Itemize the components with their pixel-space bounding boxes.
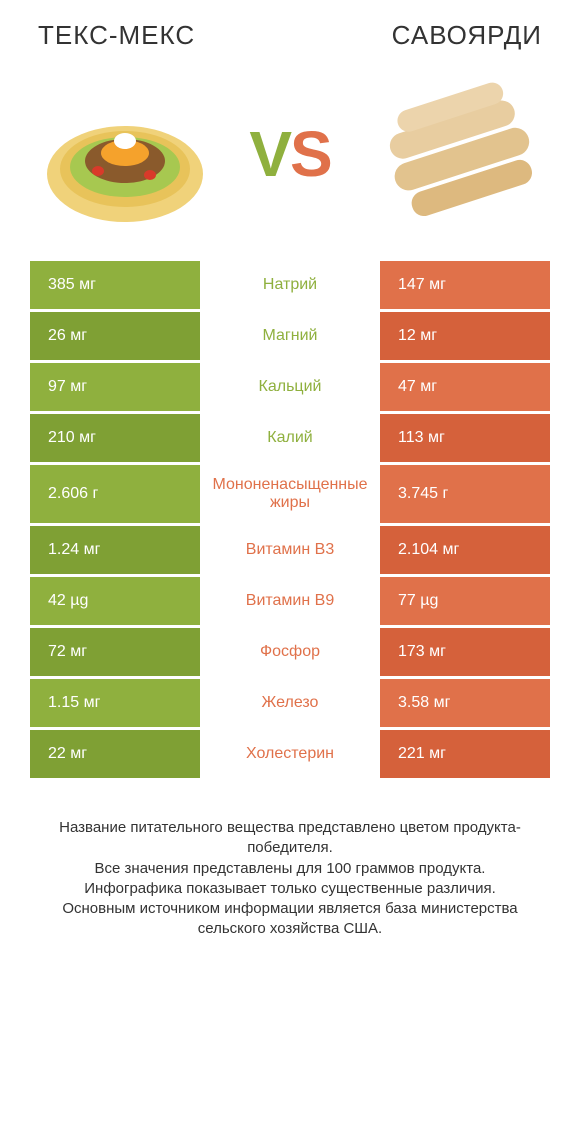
cell-left-value: 2.606 г	[30, 465, 200, 523]
cell-nutrient-label: Железо	[203, 679, 377, 727]
cell-left-value: 1.24 мг	[30, 526, 200, 574]
footer-line: Все значения представлены для 100 граммо…	[34, 859, 546, 879]
cell-right-value: 3.58 мг	[380, 679, 550, 727]
titles-bar: ТЕКС-МЕКС САВОЯРДИ	[30, 20, 550, 61]
footer-line: Основным источником информации является …	[34, 899, 546, 940]
cell-nutrient-label: Витамин B9	[203, 577, 377, 625]
cell-nutrient-label: Магний	[203, 312, 377, 360]
table-row: 22 мгХолестерин221 мг	[30, 730, 550, 778]
title-left: ТЕКС-МЕКС	[38, 20, 195, 51]
food-right-image	[360, 79, 550, 229]
table-row: 2.606 гМононенасыщенные жиры3.745 г	[30, 465, 550, 523]
cell-nutrient-label: Мононенасыщенные жиры	[203, 465, 377, 523]
vs-v: V	[249, 118, 290, 190]
footer-line: Инфографика показывает только существенн…	[34, 879, 546, 899]
cell-nutrient-label: Натрий	[203, 261, 377, 309]
cell-right-value: 12 мг	[380, 312, 550, 360]
cell-right-value: 147 мг	[380, 261, 550, 309]
cell-right-value: 221 мг	[380, 730, 550, 778]
vs-label: VS	[249, 117, 330, 191]
table-row: 210 мгКалий113 мг	[30, 414, 550, 462]
table-row: 97 мгКальций47 мг	[30, 363, 550, 411]
vs-s: S	[290, 118, 331, 190]
table-row: 385 мгНатрий147 мг	[30, 261, 550, 309]
table-row: 26 мгМагний12 мг	[30, 312, 550, 360]
comparison-table: 385 мгНатрий147 мг26 мгМагний12 мг97 мгК…	[30, 261, 550, 778]
cell-nutrient-label: Кальций	[203, 363, 377, 411]
cell-left-value: 1.15 мг	[30, 679, 200, 727]
cell-left-value: 26 мг	[30, 312, 200, 360]
cell-left-value: 42 µg	[30, 577, 200, 625]
cell-right-value: 173 мг	[380, 628, 550, 676]
title-right: САВОЯРДИ	[392, 20, 542, 51]
cell-right-value: 3.745 г	[380, 465, 550, 523]
cell-left-value: 385 мг	[30, 261, 200, 309]
table-row: 1.24 мгВитамин B32.104 мг	[30, 526, 550, 574]
food-left-image	[30, 79, 220, 229]
table-row: 1.15 мгЖелезо3.58 мг	[30, 679, 550, 727]
cell-left-value: 210 мг	[30, 414, 200, 462]
cell-right-value: 113 мг	[380, 414, 550, 462]
cell-left-value: 22 мг	[30, 730, 200, 778]
cell-right-value: 2.104 мг	[380, 526, 550, 574]
cell-right-value: 77 µg	[380, 577, 550, 625]
cell-nutrient-label: Фосфор	[203, 628, 377, 676]
cell-nutrient-label: Калий	[203, 414, 377, 462]
cell-nutrient-label: Холестерин	[203, 730, 377, 778]
table-row: 72 мгФосфор173 мг	[30, 628, 550, 676]
cell-nutrient-label: Витамин B3	[203, 526, 377, 574]
cell-right-value: 47 мг	[380, 363, 550, 411]
footer-line: Название питательного вещества представл…	[34, 818, 546, 859]
hero-row: VS	[30, 61, 550, 255]
table-row: 42 µgВитамин B977 µg	[30, 577, 550, 625]
cell-left-value: 72 мг	[30, 628, 200, 676]
footer-note: Название питательного вещества представл…	[30, 818, 550, 940]
cell-left-value: 97 мг	[30, 363, 200, 411]
